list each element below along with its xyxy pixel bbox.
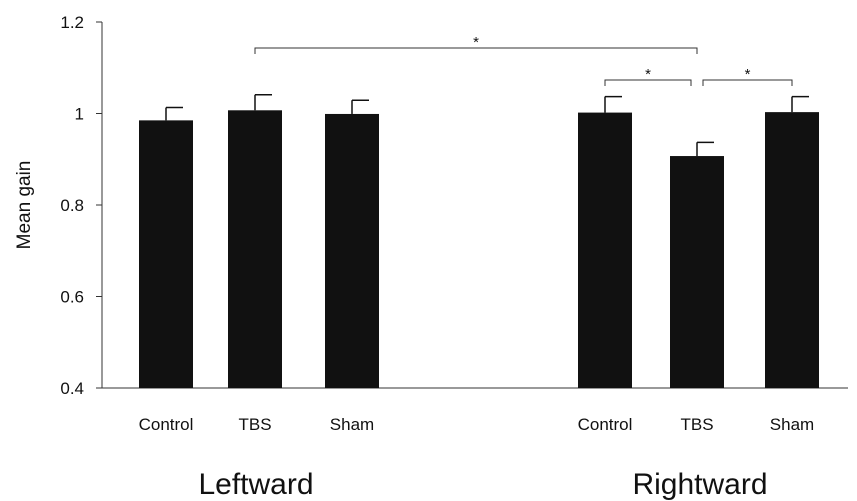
category-label: Sham [770,415,814,434]
y-tick-label: 0.8 [60,196,84,215]
bar-leftward-control [139,120,193,389]
y-ticks: 0.4 0.6 0.8 1 1.2 [60,13,102,398]
category-label: TBS [680,415,713,434]
significance-star: * [745,66,751,83]
bar-rightward-control [578,112,632,389]
category-labels: Control TBS Sham Control TBS Sham [139,415,815,434]
category-label: Sham [330,415,374,434]
group-label: Rightward [632,468,767,501]
bar-leftward-sham [325,113,379,389]
group-label: Leftward [198,468,313,501]
significance-bracket [604,79,692,86]
group-labels: Leftward Rightward [198,468,767,501]
significance-star: * [645,66,651,83]
significance-brackets: * * * [254,34,793,86]
error-bars [165,93,809,157]
y-tick-label: 0.6 [60,288,84,307]
significance-bracket [702,79,793,86]
y-axis-label: Mean gain [14,161,35,250]
category-label: Control [578,415,633,434]
bar-leftward-tbs [228,110,282,389]
y-tick-label: 1.2 [60,13,84,32]
y-tick-label: 0.4 [60,379,84,398]
bars [139,110,819,389]
significance-bracket [254,47,698,54]
category-label: Control [139,415,194,434]
y-tick-label: 1 [75,105,84,124]
significance-star: * [473,34,479,51]
bar-rightward-sham [765,112,819,388]
category-label: TBS [238,415,271,434]
bar-rightward-tbs [670,156,724,388]
